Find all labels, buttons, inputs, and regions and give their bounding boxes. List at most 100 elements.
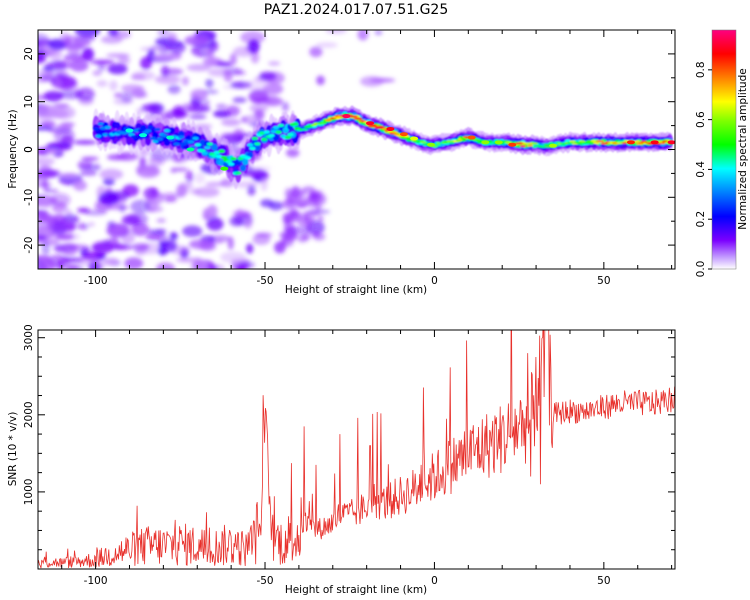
noise-blob [297,215,311,227]
ridge-hotspot [508,142,517,147]
ridge-cell [583,141,591,144]
noise-blob [40,120,56,128]
ridge-cell [275,130,282,134]
ridge-cell [578,140,586,143]
noise-blob [38,197,51,207]
ridge-cell [204,145,211,150]
noise-blob [145,233,168,241]
ridge-cell [194,143,202,147]
noise-blob [316,75,325,86]
noise-blob [54,76,62,89]
noise-blob [38,33,50,48]
noise-blob [130,88,147,98]
ridge-cell [320,122,327,125]
ridge-cell [144,129,152,133]
noise-blob [131,222,150,237]
noise-blob [245,243,254,254]
ridge-cell [130,135,138,139]
y-tick-label: -20 [23,237,35,254]
spectrogram-y-axis-label: Frequency (Hz) [7,109,19,188]
noise-blob [220,118,241,127]
noise-blob [154,75,181,85]
y-tick-label: 1000 [23,479,35,506]
y-tick-label: 2000 [23,401,35,428]
ridge-hotspot [410,136,419,141]
ridge-cell [287,132,294,137]
ridge-cell [249,146,256,151]
noise-blob [38,259,57,269]
noise-blob [186,63,211,72]
noise-blob [294,201,308,208]
x-tick-label: -100 [84,275,108,287]
noise-blob [260,177,268,192]
noise-blob [182,225,203,237]
noise-blob [374,30,383,35]
ridge-cell [325,119,332,122]
noise-blob [38,126,53,131]
noise-blob [243,79,270,92]
noise-blob [216,61,233,67]
noise-blob [156,262,175,269]
ridge-cell [567,141,574,144]
ridge-cell [254,142,261,146]
ridge-cell [272,125,280,130]
ridge-cell [97,122,104,126]
ridge-cell [173,142,180,146]
ridge-cell [277,123,285,128]
y-tick-label: 10 [23,95,35,108]
ridge-cell [227,162,235,166]
noise-blob [141,103,160,113]
ridge-cell [239,164,247,172]
spectrogram-image [38,30,675,269]
ridge-cell [593,142,600,145]
noise-blob [97,62,106,72]
ridge-cell [301,128,308,131]
ridge-cell [206,142,213,146]
ridge-cell [230,156,237,161]
noise-blob [147,229,167,235]
noise-blob [225,105,240,117]
ridge-cell [526,144,534,147]
noise-blob [206,217,224,231]
noise-blob [53,128,76,143]
noise-blob [232,70,247,76]
noise-blob [164,197,177,202]
noise-blob [52,103,70,109]
ridge-hotspot [427,142,436,147]
noise-blob [245,170,269,177]
noise-blob [91,241,115,254]
noise-blob [109,80,118,91]
x-tick-label: 50 [597,275,610,287]
noise-blob [106,223,130,238]
noise-blob [113,92,123,98]
noise-blob [189,114,207,120]
ridge-cell [161,134,168,138]
ridge-cell [201,151,209,156]
ridge-hotspot [667,140,675,145]
ridge-cell [541,145,548,148]
noise-blob [131,70,155,81]
noise-blob [194,187,220,198]
noise-blob [76,87,95,102]
ridge-cell [356,117,363,120]
ridge-cell [434,143,441,146]
noise-blob [176,184,188,197]
noise-blob [107,30,119,37]
noise-blob [64,213,79,224]
noise-blob [117,55,130,65]
colorbar-tick-label: 0.2 [695,211,707,228]
noise-blob [74,30,101,37]
noise-blob [229,53,237,66]
noise-blob [38,169,61,177]
ridge-cell [268,133,275,138]
ridge-cell [154,127,161,132]
noise-blob [124,257,144,269]
noise-blob [152,53,176,62]
y-tick-label: 20 [23,47,35,60]
noise-blob [253,109,265,121]
noise-blob [121,214,141,226]
noise-blob [131,243,150,252]
noise-blob [284,232,298,241]
ridge-hotspot [399,132,408,137]
